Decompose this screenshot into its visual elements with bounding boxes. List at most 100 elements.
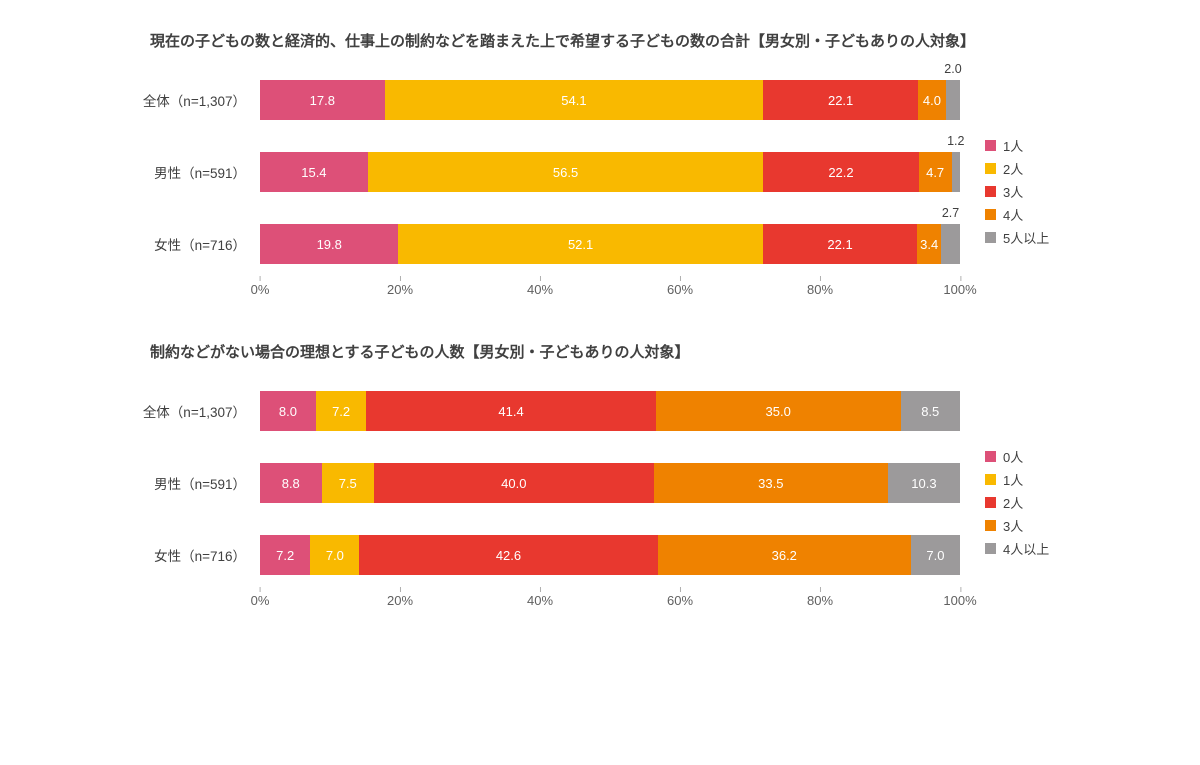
segment-value: 42.6 — [496, 548, 521, 563]
segment-value: 22.1 — [827, 237, 852, 252]
legend-label: 2人 — [1003, 493, 1023, 512]
axis-tick: 0% — [251, 593, 270, 608]
bar-category-label: 女性（n=716） — [60, 545, 260, 565]
legend-label: 1人 — [1003, 470, 1023, 489]
segment-value: 2.7 — [942, 206, 959, 220]
bar-category-label: 全体（n=1,307） — [60, 401, 260, 421]
bar-category-label: 男性（n=591） — [60, 162, 260, 182]
bar-segment: 41.4 — [366, 391, 656, 431]
bar-segment: 1.2 — [952, 152, 960, 192]
bar-segment: 40.0 — [374, 463, 654, 503]
segment-value: 35.0 — [766, 404, 791, 419]
x-axis: 0%20%40%60%80%100% — [260, 593, 960, 617]
segment-value: 40.0 — [501, 476, 526, 491]
bar-segment: 7.2 — [260, 535, 310, 575]
bar-segment: 22.2 — [763, 152, 918, 192]
segment-value: 54.1 — [561, 93, 586, 108]
axis-tick: 20% — [387, 593, 413, 608]
x-axis: 0%20%40%60%80%100% — [260, 282, 960, 306]
bar-segment: 17.8 — [260, 80, 385, 120]
segment-value: 33.5 — [758, 476, 783, 491]
bar-segment: 8.0 — [260, 391, 316, 431]
segment-value: 7.2 — [276, 548, 294, 563]
legend-label: 5人以上 — [1003, 228, 1049, 247]
bar-track: 15.456.522.24.71.2 — [260, 152, 960, 192]
segment-value: 4.7 — [926, 165, 944, 180]
bar-segment: 15.4 — [260, 152, 368, 192]
bar-row: 女性（n=716） 7.2 7.0 42.6 36.2 7.0 — [60, 531, 960, 579]
legend-item: 4人 — [985, 205, 1049, 224]
bar-row: 男性（n=591）15.456.522.24.71.2 — [60, 148, 960, 196]
bar-segment: 35.0 — [656, 391, 901, 431]
segment-value: 4.0 — [923, 93, 941, 108]
segment-value: 17.8 — [310, 93, 335, 108]
segment-value: 36.2 — [772, 548, 797, 563]
bar-segment: 22.1 — [763, 80, 918, 120]
bar-segment: 19.8 — [260, 224, 398, 264]
bar-segment: 52.1 — [398, 224, 762, 264]
chart-block: 制約などがない場合の理想とする子どもの人数【男女別・子どもありの人対象】全体（n… — [60, 341, 1140, 617]
segment-value: 19.8 — [317, 237, 342, 252]
legend-item: 3人 — [985, 182, 1049, 201]
legend-item: 2人 — [985, 159, 1049, 178]
bar-segment: 10.3 — [888, 463, 960, 503]
legend-label: 4人以上 — [1003, 539, 1049, 558]
bar-category-label: 男性（n=591） — [60, 473, 260, 493]
legend-swatch — [985, 543, 996, 554]
axis-tick: 0% — [251, 282, 270, 297]
legend-label: 2人 — [1003, 159, 1023, 178]
bar-segment: 4.7 — [919, 152, 952, 192]
legend-swatch — [985, 497, 996, 508]
bar-segment: 22.1 — [763, 224, 918, 264]
bar-category-label: 女性（n=716） — [60, 234, 260, 254]
legend-item: 2人 — [985, 493, 1049, 512]
chart-block: 現在の子どもの数と経済的、仕事上の制約などを踏まえた上で希望する子どもの数の合計… — [60, 30, 1140, 306]
bar-row: 全体（n=1,307） 17.8 54.1 22.1 4.0 2.0 — [60, 76, 960, 124]
legend-item: 3人 — [985, 516, 1049, 535]
bar-track: 7.2 7.0 42.6 36.2 7.0 — [260, 535, 960, 575]
axis-tick: 60% — [667, 593, 693, 608]
bar-category-label: 全体（n=1,307） — [60, 90, 260, 110]
bar-row: 女性（n=716） 19.8 52.1 22.1 3.42.7 — [60, 220, 960, 268]
bar-segment: 7.0 — [911, 535, 960, 575]
segment-value: 7.0 — [326, 548, 344, 563]
segment-value: 7.0 — [926, 548, 944, 563]
segment-value: 52.1 — [568, 237, 593, 252]
axis-tick: 100% — [943, 282, 976, 297]
bar-segment: 8.5 — [901, 391, 960, 431]
segment-value: 22.2 — [828, 165, 853, 180]
legend-label: 3人 — [1003, 182, 1023, 201]
segment-value: 8.8 — [282, 476, 300, 491]
bar-track: 8.8 7.5 40.0 33.5 10.3 — [260, 463, 960, 503]
bar-row: 男性（n=591） 8.8 7.5 40.0 33.5 10.3 — [60, 459, 960, 507]
bar-segment: 8.8 — [260, 463, 322, 503]
axis-tick: 20% — [387, 282, 413, 297]
legend-label: 4人 — [1003, 205, 1023, 224]
axis-tick: 40% — [527, 282, 553, 297]
bar-segment: 2.7 — [941, 224, 960, 264]
legend-swatch — [985, 186, 996, 197]
bar-segment: 7.5 — [322, 463, 374, 503]
segment-value: 10.3 — [911, 476, 936, 491]
legend-item: 4人以上 — [985, 539, 1049, 558]
legend-swatch — [985, 451, 996, 462]
legend-label: 3人 — [1003, 516, 1023, 535]
segment-value: 8.5 — [921, 404, 939, 419]
bar-track: 19.8 52.1 22.1 3.42.7 — [260, 224, 960, 264]
legend-label: 1人 — [1003, 136, 1023, 155]
bar-track: 8.07.241.435.08.5 — [260, 391, 960, 431]
segment-value: 3.4 — [920, 237, 938, 252]
legend-swatch — [985, 209, 996, 220]
legend: 1人 2人 3人 4人 5人以上 — [960, 76, 1049, 251]
bar-segment: 2.0 — [946, 80, 960, 120]
segment-value: 41.4 — [498, 404, 523, 419]
legend-item: 5人以上 — [985, 228, 1049, 247]
legend-item: 1人 — [985, 470, 1049, 489]
segment-value: 1.2 — [947, 134, 964, 148]
axis-tick: 80% — [807, 282, 833, 297]
legend-swatch — [985, 163, 996, 174]
bar-segment: 42.6 — [359, 535, 657, 575]
bar-row: 全体（n=1,307）8.07.241.435.08.5 — [60, 387, 960, 435]
segment-value: 8.0 — [279, 404, 297, 419]
axis-tick: 100% — [943, 593, 976, 608]
